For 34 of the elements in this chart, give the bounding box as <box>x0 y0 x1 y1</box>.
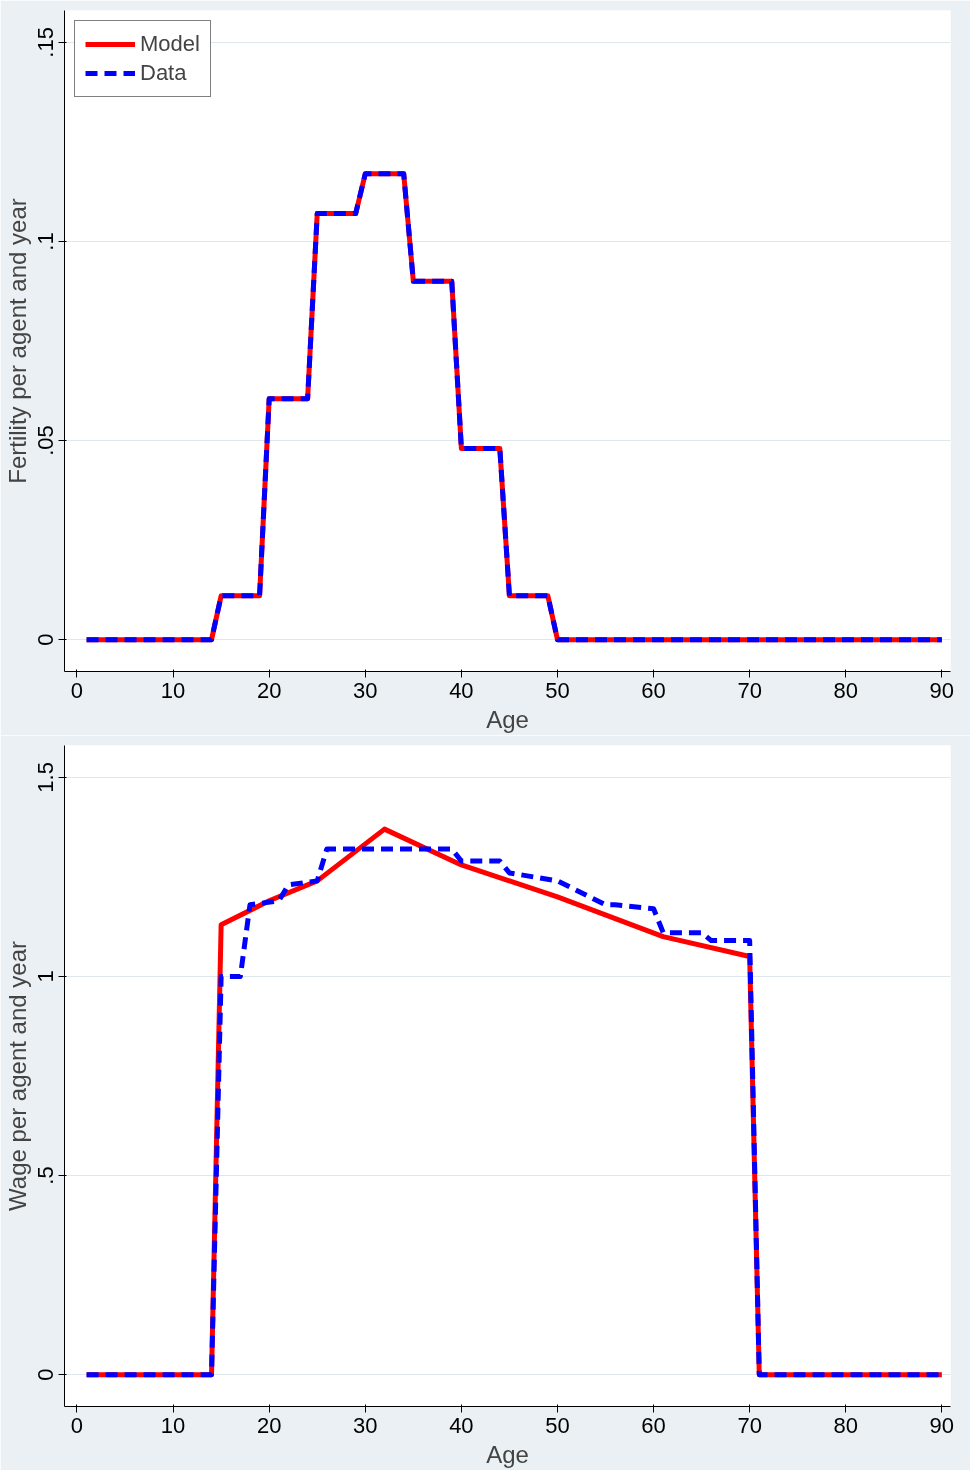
x-tick-label: 50 <box>545 677 570 703</box>
x-tick-label: 40 <box>449 1412 474 1438</box>
x-tick-label: 80 <box>833 677 859 703</box>
y-tick-label: 0 <box>33 633 59 646</box>
legend-label: Model <box>140 31 200 57</box>
x-tick-label: 60 <box>641 1412 666 1438</box>
y-axis-title: Wage per agent and year <box>3 941 31 1211</box>
x-tick-label: 0 <box>70 677 84 703</box>
x-tick-label: 80 <box>833 1412 859 1438</box>
x-tick-label: 30 <box>353 1412 378 1438</box>
x-tick-label: 90 <box>929 1412 955 1438</box>
x-tick-label: 10 <box>160 1412 186 1438</box>
x-tick-label: 70 <box>737 677 762 703</box>
y-tick-label: .5 <box>33 1166 59 1185</box>
x-tick-label: 40 <box>449 677 474 703</box>
y-tick-label: .1 <box>33 232 59 251</box>
x-tick-label: 50 <box>545 1412 570 1438</box>
x-axis-title: Age <box>486 705 529 733</box>
x-tick-label: 30 <box>353 677 378 703</box>
x-tick-label: 70 <box>737 1412 762 1438</box>
legend-label: Data <box>140 60 187 86</box>
y-tick-label: .15 <box>33 27 59 58</box>
y-tick-label: .05 <box>33 425 59 456</box>
y-tick-label: 0 <box>33 1368 59 1381</box>
y-tick-label: 1.5 <box>33 762 59 793</box>
x-tick-label: 20 <box>256 677 282 703</box>
x-tick-label: 10 <box>160 677 186 703</box>
x-tick-label: 60 <box>641 677 666 703</box>
x-tick-label: 20 <box>256 1412 282 1438</box>
y-tick-label: 1 <box>33 970 59 983</box>
x-axis-title: Age <box>486 1440 529 1468</box>
x-tick-label: 0 <box>70 1412 84 1438</box>
y-axis-title: Fertility per agent and year <box>3 198 31 484</box>
x-tick-label: 90 <box>929 677 955 703</box>
